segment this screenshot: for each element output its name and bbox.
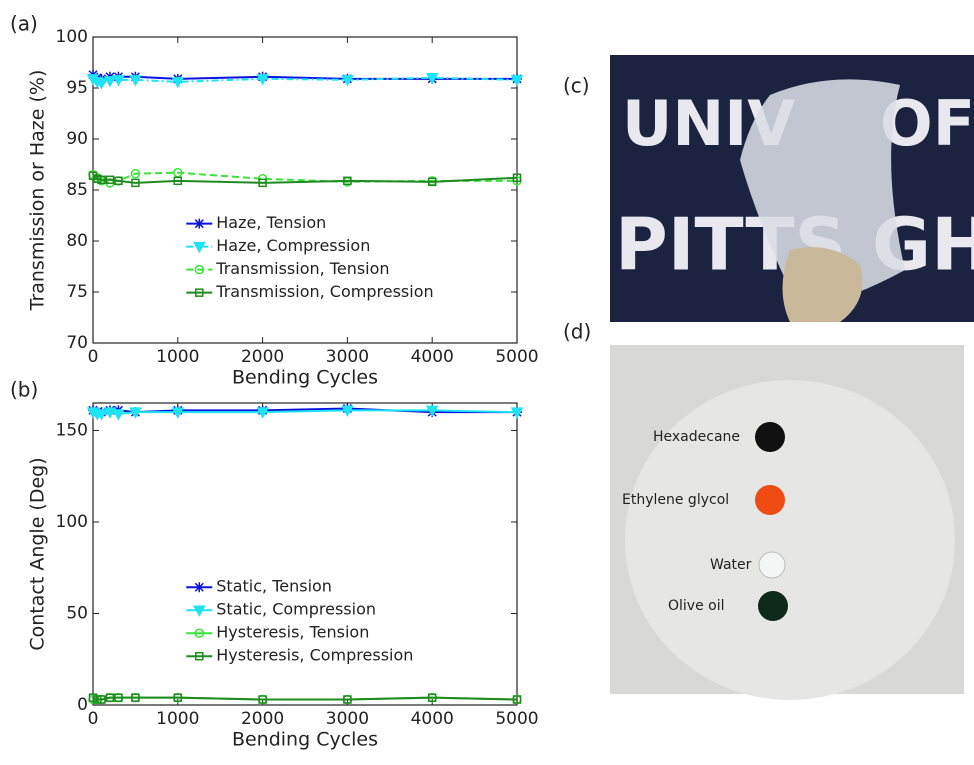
y-axis-label: Transmission or Haze (%) — [27, 70, 49, 312]
x-axis-label: Bending Cycles — [232, 367, 378, 389]
y-tick-label: 0 — [77, 695, 88, 715]
figure: UNIV OF PITTS GH (c) Hexadecane Ethylene… — [0, 0, 974, 761]
x-axis-label: Bending Cycles — [232, 729, 378, 751]
legend-label: Transmission, Compression — [215, 282, 433, 301]
drop — [758, 591, 788, 621]
y-tick-label: 75 — [66, 282, 88, 302]
photo-d: Hexadecane Ethylene glycol Water Olive o… — [563, 320, 964, 701]
y-tick-label: 50 — [66, 603, 88, 623]
x-tick-label: 1000 — [156, 347, 199, 367]
drop — [759, 552, 785, 578]
y-tick-label: 90 — [66, 129, 88, 149]
cylinder-end — [625, 380, 955, 700]
drop-label: Ethylene glycol — [622, 492, 729, 508]
x-tick-label: 4000 — [411, 709, 454, 729]
drop-label: Water — [710, 557, 752, 573]
y-tick-label: 150 — [56, 420, 88, 440]
legend-label: Haze, Compression — [216, 236, 370, 255]
drop-label: Olive oil — [668, 598, 725, 614]
legend-label: Transmission, Tension — [215, 259, 389, 278]
x-tick-label: 1000 — [156, 709, 199, 729]
photo-c: UNIV OF PITTS GH (c) — [563, 55, 974, 322]
series-line — [93, 176, 517, 183]
drop — [755, 422, 785, 452]
y-tick-label: 100 — [56, 512, 88, 532]
x-tick-label: 0 — [88, 347, 99, 367]
glove — [783, 247, 863, 322]
legend-marker — [194, 219, 204, 229]
x-tick-label: 5000 — [495, 347, 538, 367]
panel-label: (c) — [563, 74, 590, 98]
x-tick-label: 2000 — [241, 347, 284, 367]
drop — [755, 485, 785, 515]
x-tick-label: 5000 — [495, 709, 538, 729]
legend-label: Haze, Tension — [216, 213, 326, 232]
y-axis-label: Contact Angle (Deg) — [27, 457, 49, 650]
x-tick-label: 3000 — [326, 709, 369, 729]
y-tick-label: 70 — [66, 333, 88, 353]
y-tick-label: 100 — [56, 27, 88, 47]
series-line — [93, 698, 517, 700]
x-tick-label: 0 — [88, 709, 99, 729]
panel-label: (d) — [563, 320, 591, 344]
panel-label: (a) — [10, 12, 38, 36]
y-tick-label: 80 — [66, 231, 88, 251]
panel-label: (b) — [10, 378, 38, 402]
legend-label: Static, Compression — [216, 600, 376, 619]
x-tick-label: 2000 — [241, 709, 284, 729]
y-tick-label: 85 — [66, 180, 88, 200]
legend-label: Static, Tension — [216, 577, 332, 596]
x-tick-label: 4000 — [411, 347, 454, 367]
legend-marker — [194, 582, 204, 592]
drop-label: Hexadecane — [653, 429, 740, 445]
y-tick-label: 95 — [66, 78, 88, 98]
legend-label: Hysteresis, Compression — [216, 646, 413, 665]
x-tick-label: 3000 — [326, 347, 369, 367]
legend-label: Hysteresis, Tension — [216, 623, 369, 642]
